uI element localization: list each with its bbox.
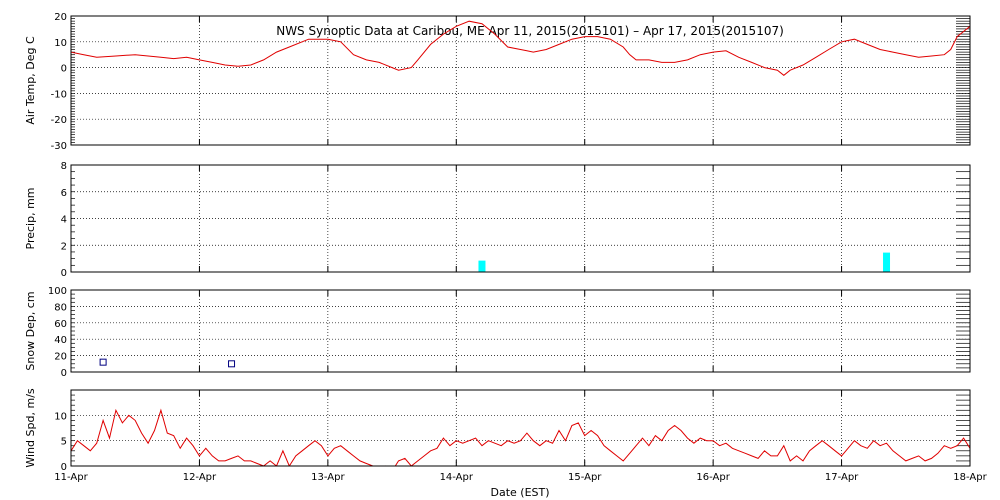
panel-air-temp: 20 10 0 -10 -20 -30 Air Temp, Deg C	[24, 12, 971, 152]
y-tick-label: 100	[48, 286, 67, 297]
x-tick-label: 12-Apr	[183, 472, 217, 483]
precip-bar	[478, 260, 486, 272]
y-tick-label: 6	[61, 188, 67, 199]
y-tick-label: 20	[54, 12, 67, 23]
x-tick-label: 17-Apr	[825, 472, 859, 483]
panel-precip: 8 6 4 2 0 Precip, mm	[24, 161, 971, 279]
series-line-air-temp	[71, 20, 970, 76]
series-precip	[478, 252, 891, 272]
y-tick-label: 80	[54, 302, 67, 313]
y-tick-label: 5	[61, 437, 67, 448]
series-line-wind-speed	[71, 408, 970, 466]
y-tick-label: 40	[54, 335, 67, 346]
x-tick-label: 13-Apr	[311, 472, 345, 483]
y-tick-label: -20	[51, 115, 67, 126]
panel-frame	[70, 389, 971, 467]
y-tick-label: 60	[54, 319, 67, 330]
y-tick-label: -30	[51, 141, 67, 152]
y-tick-label: 20	[54, 352, 67, 363]
x-tick-label: 16-Apr	[696, 472, 730, 483]
series-wind-speed	[71, 408, 970, 466]
y-tick-label: 10	[54, 411, 67, 422]
snow-depth-point	[228, 360, 236, 368]
x-tick-label: 14-Apr	[440, 472, 474, 483]
x-tick-label: 18-Apr	[953, 472, 987, 483]
y-axis-label-air-temp: Air Temp, Deg C	[24, 36, 37, 125]
y-tick-label: 4	[61, 215, 67, 226]
precip-bar	[883, 252, 891, 272]
y-tick-label: 0	[61, 64, 67, 75]
series-air-temp	[71, 20, 970, 76]
y-axis-label-snow-depth: Snow Dep, cm	[24, 291, 37, 370]
panel-frame	[70, 289, 971, 373]
chart-title: NWS Synoptic Data at Caribou, ME Apr 11,…	[276, 24, 784, 38]
x-tick-label: 15-Apr	[568, 472, 602, 483]
y-axis-label-precip: Precip, mm	[24, 188, 37, 250]
y-tick-label: 0	[61, 368, 67, 379]
x-tick-label: 11-Apr	[54, 472, 88, 483]
snow-depth-point	[99, 358, 107, 366]
panel-frame	[70, 15, 971, 146]
y-tick-label: 0	[61, 268, 67, 279]
x-axis-label: Date (EST)	[490, 486, 549, 499]
y-axis-label-wind-speed: Wind Spd, m/s	[24, 388, 37, 468]
y-tick-label: 8	[61, 161, 67, 172]
panel-snow-depth: 100 80 60 40 20 0 Snow Dep, cm	[24, 286, 971, 379]
panel-wind-speed: 10 5 0 Wind Spd, m/s	[24, 388, 971, 473]
y-tick-label: 10	[54, 38, 67, 49]
series-snow-depth	[99, 358, 236, 368]
y-tick-label: 0	[61, 462, 67, 473]
y-tick-label: -10	[51, 89, 67, 100]
y-tick-label: 2	[61, 241, 67, 252]
panel-frame	[70, 164, 971, 273]
